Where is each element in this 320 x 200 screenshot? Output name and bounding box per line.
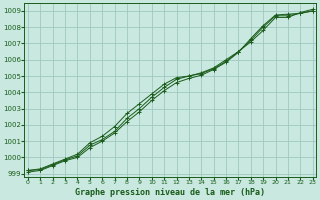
- X-axis label: Graphe pression niveau de la mer (hPa): Graphe pression niveau de la mer (hPa): [75, 188, 265, 197]
